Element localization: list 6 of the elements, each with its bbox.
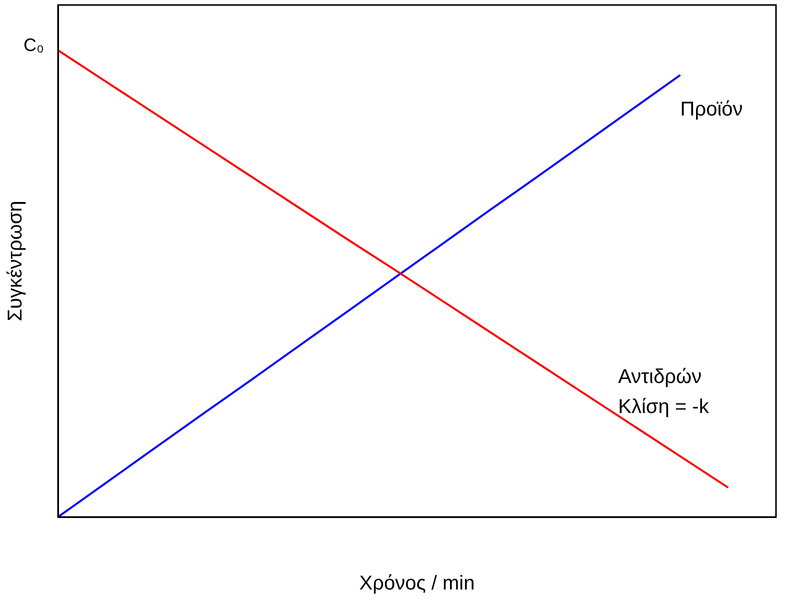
y-axis-title: Συγκέντρωση	[4, 200, 27, 322]
series-label: Αντιδρών	[618, 366, 702, 388]
text: C₀	[24, 35, 44, 56]
annotation: Κλίση = -k	[618, 396, 710, 418]
series-label: Προϊόν	[680, 98, 743, 121]
x-axis-title: Χρόνος / min	[359, 572, 475, 595]
